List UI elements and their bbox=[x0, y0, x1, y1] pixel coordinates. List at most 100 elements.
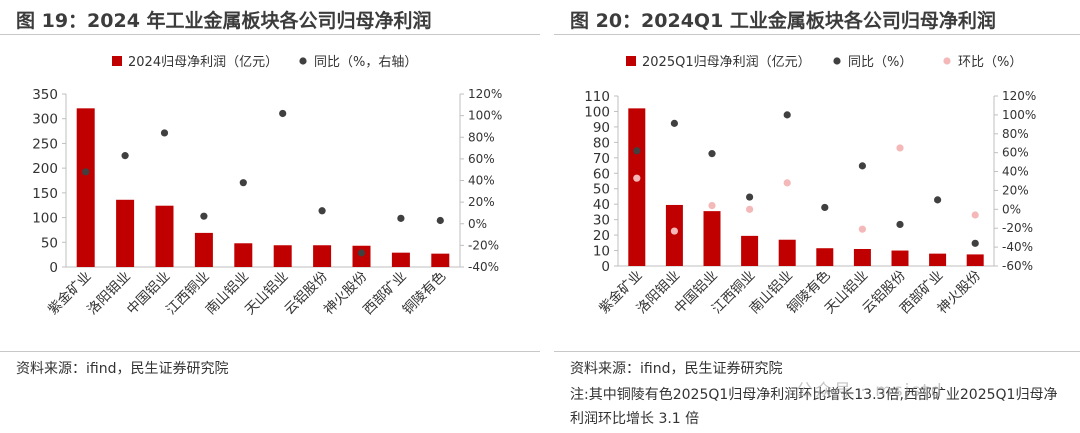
bar bbox=[116, 199, 135, 267]
y-left-tick-label: 300 bbox=[32, 112, 58, 128]
y-right-tick-label: 120% bbox=[468, 87, 502, 101]
qoq-point bbox=[746, 205, 754, 213]
yoy-point bbox=[633, 147, 641, 155]
y-left-tick-label: 60 bbox=[593, 166, 610, 182]
bar bbox=[273, 245, 292, 267]
chart-panel-left: 图 19：2024 年工业金属板块各公司归母净利润 0 50 100 150 200 25… bbox=[0, 10, 540, 377]
title-rule bbox=[554, 34, 1080, 35]
yoy-point bbox=[160, 129, 169, 137]
y-right-tick-label: 20% bbox=[468, 195, 495, 209]
qoq-point bbox=[858, 225, 866, 233]
bar bbox=[741, 235, 759, 266]
legend-swatch-point bbox=[299, 57, 307, 65]
bar bbox=[929, 253, 947, 266]
y-right-tick-label: 80% bbox=[1002, 127, 1029, 141]
qoq-point bbox=[971, 211, 979, 219]
y-left-tick-label: 0 bbox=[49, 260, 58, 276]
bar bbox=[76, 108, 95, 267]
legend-label: 2024归母净利润（亿元） bbox=[128, 55, 278, 70]
y-right-tick-label: 100% bbox=[468, 109, 502, 123]
y-left-tick-label: 200 bbox=[32, 161, 58, 177]
y-left-tick-label: 10 bbox=[593, 244, 610, 260]
yoy-point bbox=[357, 249, 366, 257]
bar bbox=[628, 108, 646, 266]
y-right-tick-label: 40% bbox=[468, 174, 495, 188]
y-left-tick-label: 110 bbox=[584, 89, 610, 105]
yoy-point bbox=[397, 214, 405, 222]
chart-2024-net-profit: 0 50 100 150 200 250 300 350 -40% -20% 0% 20% 40% 60%… bbox=[32, 55, 502, 318]
yoy-point bbox=[670, 119, 678, 127]
y-left-tick-label: 150 bbox=[32, 186, 58, 202]
y-left-tick-label: 80 bbox=[593, 135, 610, 151]
bar bbox=[155, 205, 174, 267]
yoy-point bbox=[318, 207, 326, 215]
y-right-tick-label: -20% bbox=[468, 238, 499, 252]
y-right-tick-label: 0% bbox=[468, 217, 487, 231]
figure-title: 图 20：2024Q1 工业金属板块各公司归母净利润 bbox=[570, 10, 996, 32]
legend-label: 环比（%） bbox=[958, 55, 1022, 70]
bar bbox=[194, 232, 213, 267]
y-right-tick-label: -40% bbox=[468, 260, 499, 274]
legend-label: 同比（%） bbox=[848, 55, 912, 70]
bar bbox=[391, 252, 410, 267]
yoy-point bbox=[821, 203, 829, 212]
qoq-point bbox=[633, 174, 641, 182]
qoq-point bbox=[896, 144, 904, 152]
legend-swatch-bar bbox=[112, 56, 122, 66]
y-right-tick-label: -60% bbox=[1002, 259, 1033, 273]
y-left-tick-label: 50 bbox=[41, 235, 58, 251]
yoy-point bbox=[708, 150, 716, 158]
bar bbox=[966, 254, 984, 266]
qoq-point bbox=[708, 201, 716, 210]
y-right-tick-label: -20% bbox=[1002, 221, 1033, 235]
figure-title: 图 19：2024 年工业金属板块各公司归母净利润 bbox=[16, 10, 432, 32]
y-right-tick-label: 60% bbox=[468, 152, 495, 166]
yoy-point bbox=[200, 212, 208, 220]
y-left-tick-label: 100 bbox=[584, 104, 610, 120]
title-rule bbox=[0, 34, 540, 35]
y-left-tick-label: 0 bbox=[601, 259, 610, 275]
yoy-point bbox=[858, 162, 866, 170]
source-rule bbox=[554, 351, 1080, 352]
qoq-point bbox=[670, 227, 678, 235]
bar bbox=[891, 250, 909, 266]
note-text: 注:其中铜陵有色2025Q1归母净利润环比增长13.3倍,西部矿业2025Q1归… bbox=[570, 387, 1058, 427]
yoy-point bbox=[783, 111, 791, 119]
bar bbox=[313, 245, 332, 267]
y-left-tick-label: 90 bbox=[593, 120, 610, 136]
y-left-tick-label: 100 bbox=[32, 211, 58, 227]
legend-label: 同比（%，右轴） bbox=[314, 55, 417, 70]
y-right-tick-label: 120% bbox=[1002, 89, 1036, 103]
yoy-point bbox=[934, 196, 942, 204]
bar bbox=[234, 243, 253, 267]
y-right-tick-label: 40% bbox=[1002, 165, 1029, 179]
y-left-tick-label: 50 bbox=[593, 182, 610, 198]
watermark: 公众号 · msjstd bbox=[796, 381, 944, 401]
bar bbox=[816, 248, 834, 266]
legend-swatch-bar bbox=[626, 56, 636, 66]
yoy-point bbox=[121, 152, 129, 160]
y-left-tick-label: 250 bbox=[32, 136, 58, 152]
yoy-point bbox=[239, 179, 247, 187]
yoy-point bbox=[279, 109, 287, 118]
yoy-point bbox=[896, 220, 904, 229]
y-right-tick-label: 0% bbox=[1002, 202, 1021, 216]
y-right-tick-label: -40% bbox=[1002, 240, 1033, 254]
source-rule bbox=[0, 351, 540, 352]
y-right-tick-label: 20% bbox=[1002, 183, 1029, 197]
bar bbox=[853, 249, 871, 266]
y-right-tick-label: 80% bbox=[468, 130, 495, 144]
source-text: 资料来源：ifind，民生证券研究院 bbox=[570, 361, 783, 377]
legend-swatch-point bbox=[943, 57, 951, 65]
y-left-tick-label: 350 bbox=[32, 87, 58, 103]
legend-swatch-point bbox=[833, 57, 841, 65]
y-left-tick-label: 20 bbox=[593, 228, 610, 244]
bar bbox=[431, 253, 450, 267]
y-left-tick-label: 30 bbox=[593, 213, 610, 229]
source-text: 资料来源：ifind，民生证券研究院 bbox=[16, 361, 229, 377]
bar bbox=[778, 239, 796, 266]
y-right-tick-label: 60% bbox=[1002, 146, 1029, 160]
y-left-tick-label: 70 bbox=[593, 151, 610, 167]
legend-label: 2025Q1归母净利润（亿元） bbox=[642, 55, 811, 70]
